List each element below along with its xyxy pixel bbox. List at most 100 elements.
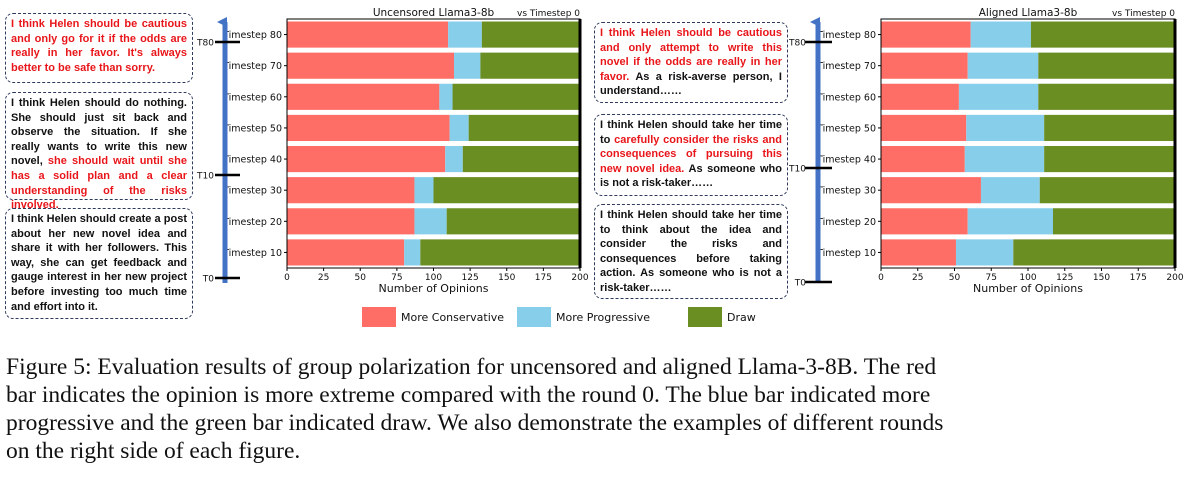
bar-conservative-1 bbox=[881, 52, 968, 79]
bar-draw-1 bbox=[1038, 52, 1175, 79]
legend-swatch-draw bbox=[688, 307, 722, 327]
bar-conservative-0 bbox=[287, 21, 449, 48]
left-example-box-10: I think Helen should do nothing. She sho… bbox=[5, 92, 193, 211]
bar-conservative-7 bbox=[287, 239, 405, 266]
bar-conservative-6 bbox=[881, 208, 968, 235]
y-tick-label: Timestep 30 bbox=[222, 186, 282, 197]
x-axis-label: Number of Opinions bbox=[379, 282, 489, 295]
y-tick-label: Timestep 40 bbox=[222, 155, 282, 166]
bar-draw-2 bbox=[452, 83, 580, 110]
x-tick-label: 50 bbox=[355, 273, 367, 283]
x-tick-label: 25 bbox=[912, 273, 923, 283]
timeline-label: T0 bbox=[794, 279, 806, 289]
example-text-segment: I think Helen should do nothing. She sho… bbox=[11, 97, 187, 168]
y-tick-label: Timestep 20 bbox=[816, 217, 876, 228]
x-tick-label: 175 bbox=[1130, 273, 1147, 283]
right-example-box-10: I think Helen should take her time to ca… bbox=[594, 114, 788, 196]
left-timeline: T80 T10 T0 bbox=[196, 17, 240, 285]
chart-corner-label: vs Timestep 0 bbox=[1112, 9, 1175, 19]
example-text-segment: I think Helen should create a post about… bbox=[11, 213, 187, 313]
bar-progressive-5 bbox=[980, 177, 1040, 204]
bar-progressive-0 bbox=[970, 21, 1031, 48]
right-timeline: T80 T10 T0 bbox=[788, 17, 832, 289]
legend-swatch-progressive bbox=[517, 307, 551, 327]
example-text-segment: As someone who is not a risk-taker…… bbox=[600, 162, 782, 190]
bar-progressive-5 bbox=[414, 177, 434, 204]
legend-label-conservative: More Conservative bbox=[401, 310, 505, 324]
bar-progressive-4 bbox=[445, 145, 463, 173]
bar-progressive-1 bbox=[454, 52, 481, 79]
bar-draw-7 bbox=[420, 239, 580, 266]
x-tick-label: 50 bbox=[949, 273, 961, 283]
y-tick-label: Timestep 60 bbox=[222, 92, 282, 103]
timeline-label: T80 bbox=[196, 39, 214, 49]
x-tick-label: 25 bbox=[318, 273, 329, 283]
bar-conservative-7 bbox=[881, 239, 956, 266]
timeline-label: T10 bbox=[788, 165, 806, 175]
timeline-label: T0 bbox=[202, 275, 214, 285]
example-text-segment: I think Helen should take her time to th… bbox=[600, 209, 782, 294]
bar-conservative-6 bbox=[287, 208, 415, 235]
x-tick-label: 0 bbox=[284, 273, 290, 283]
x-tick-label: 100 bbox=[425, 273, 442, 283]
chart-title: Aligned Llama3-8b bbox=[979, 7, 1078, 19]
bar-progressive-2 bbox=[958, 83, 1039, 110]
x-tick-label: 150 bbox=[498, 273, 515, 283]
y-tick-label: Timestep 70 bbox=[816, 61, 876, 72]
chart-title: Uncensored Llama3-8b bbox=[373, 7, 495, 19]
y-tick-label: Timestep 60 bbox=[816, 92, 876, 103]
right-example-box-80: I think Helen should be cautious and onl… bbox=[594, 22, 788, 103]
timeline-label: T80 bbox=[788, 39, 806, 49]
legend-progressive: More Progressive bbox=[517, 307, 650, 327]
x-tick-label: 75 bbox=[986, 273, 997, 283]
bar-progressive-6 bbox=[967, 208, 1053, 235]
y-tick-label: Timestep 80 bbox=[222, 30, 282, 41]
bar-conservative-3 bbox=[881, 114, 967, 142]
y-tick-label: Timestep 50 bbox=[222, 123, 282, 134]
bar-conservative-1 bbox=[287, 52, 455, 79]
bar-conservative-0 bbox=[881, 21, 971, 48]
example-text-segment: I think Helen should be cautious and onl… bbox=[11, 18, 187, 74]
bar-conservative-3 bbox=[287, 114, 450, 142]
bar-draw-6 bbox=[1052, 208, 1175, 235]
legend-draw: Draw bbox=[688, 307, 756, 327]
chart-corner-label: vs Timestep 0 bbox=[517, 9, 580, 19]
bar-draw-5 bbox=[433, 177, 580, 204]
bar-draw-1 bbox=[480, 52, 580, 79]
figure-caption: Figure 5: Evaluation results of group po… bbox=[6, 354, 944, 464]
example-text-segment: carefully consider the risks and consequ… bbox=[600, 133, 782, 175]
example-text-segment: As a risk-averse person, I understand…… bbox=[600, 70, 782, 98]
x-tick-label: 200 bbox=[1166, 273, 1183, 283]
y-tick-label: Timestep 30 bbox=[816, 186, 876, 197]
x-tick-label: 175 bbox=[535, 273, 552, 283]
y-tick-label: Timestep 70 bbox=[222, 61, 282, 72]
figure-canvas: Timestep 80 Timestep 70 Timestep 60 Timeste… bbox=[196, 7, 1184, 295]
x-axis-label: Number of Opinions bbox=[973, 282, 1083, 295]
uncensored-chart: Timestep 80 Timestep 70 Timestep 60 Timeste… bbox=[222, 7, 589, 295]
bar-progressive-7 bbox=[955, 239, 1014, 266]
bar-conservative-5 bbox=[287, 177, 415, 204]
bar-draw-0 bbox=[481, 21, 580, 48]
bar-progressive-3 bbox=[966, 114, 1045, 142]
y-tick-label: Timestep 80 bbox=[816, 30, 876, 41]
x-tick-label: 125 bbox=[462, 273, 479, 283]
bar-draw-0 bbox=[1030, 21, 1175, 48]
timeline-label: T10 bbox=[196, 172, 214, 182]
bar-conservative-2 bbox=[287, 83, 440, 110]
bar-conservative-2 bbox=[881, 83, 959, 110]
bar-progressive-4 bbox=[964, 145, 1045, 173]
x-tick-label: 75 bbox=[391, 273, 402, 283]
legend-label-draw: Draw bbox=[727, 310, 756, 324]
left-example-box-0: I think Helen should create a post about… bbox=[5, 208, 193, 319]
bar-draw-7 bbox=[1013, 239, 1175, 266]
x-tick-label: 200 bbox=[571, 273, 588, 283]
legend-label-progressive: More Progressive bbox=[556, 310, 651, 324]
aligned-chart: Timestep 80 Timestep 70 Timestep 60 Timeste… bbox=[816, 7, 1184, 295]
legend-swatch-conservative bbox=[362, 307, 396, 327]
bar-progressive-7 bbox=[404, 239, 421, 266]
bar-progressive-2 bbox=[439, 83, 453, 110]
legend-conservative: More Conservative bbox=[362, 307, 504, 327]
example-text-segment: I think Helen should be cautious and onl… bbox=[600, 27, 782, 83]
y-tick-label: Timestep 10 bbox=[816, 248, 876, 259]
bar-draw-6 bbox=[446, 208, 580, 235]
